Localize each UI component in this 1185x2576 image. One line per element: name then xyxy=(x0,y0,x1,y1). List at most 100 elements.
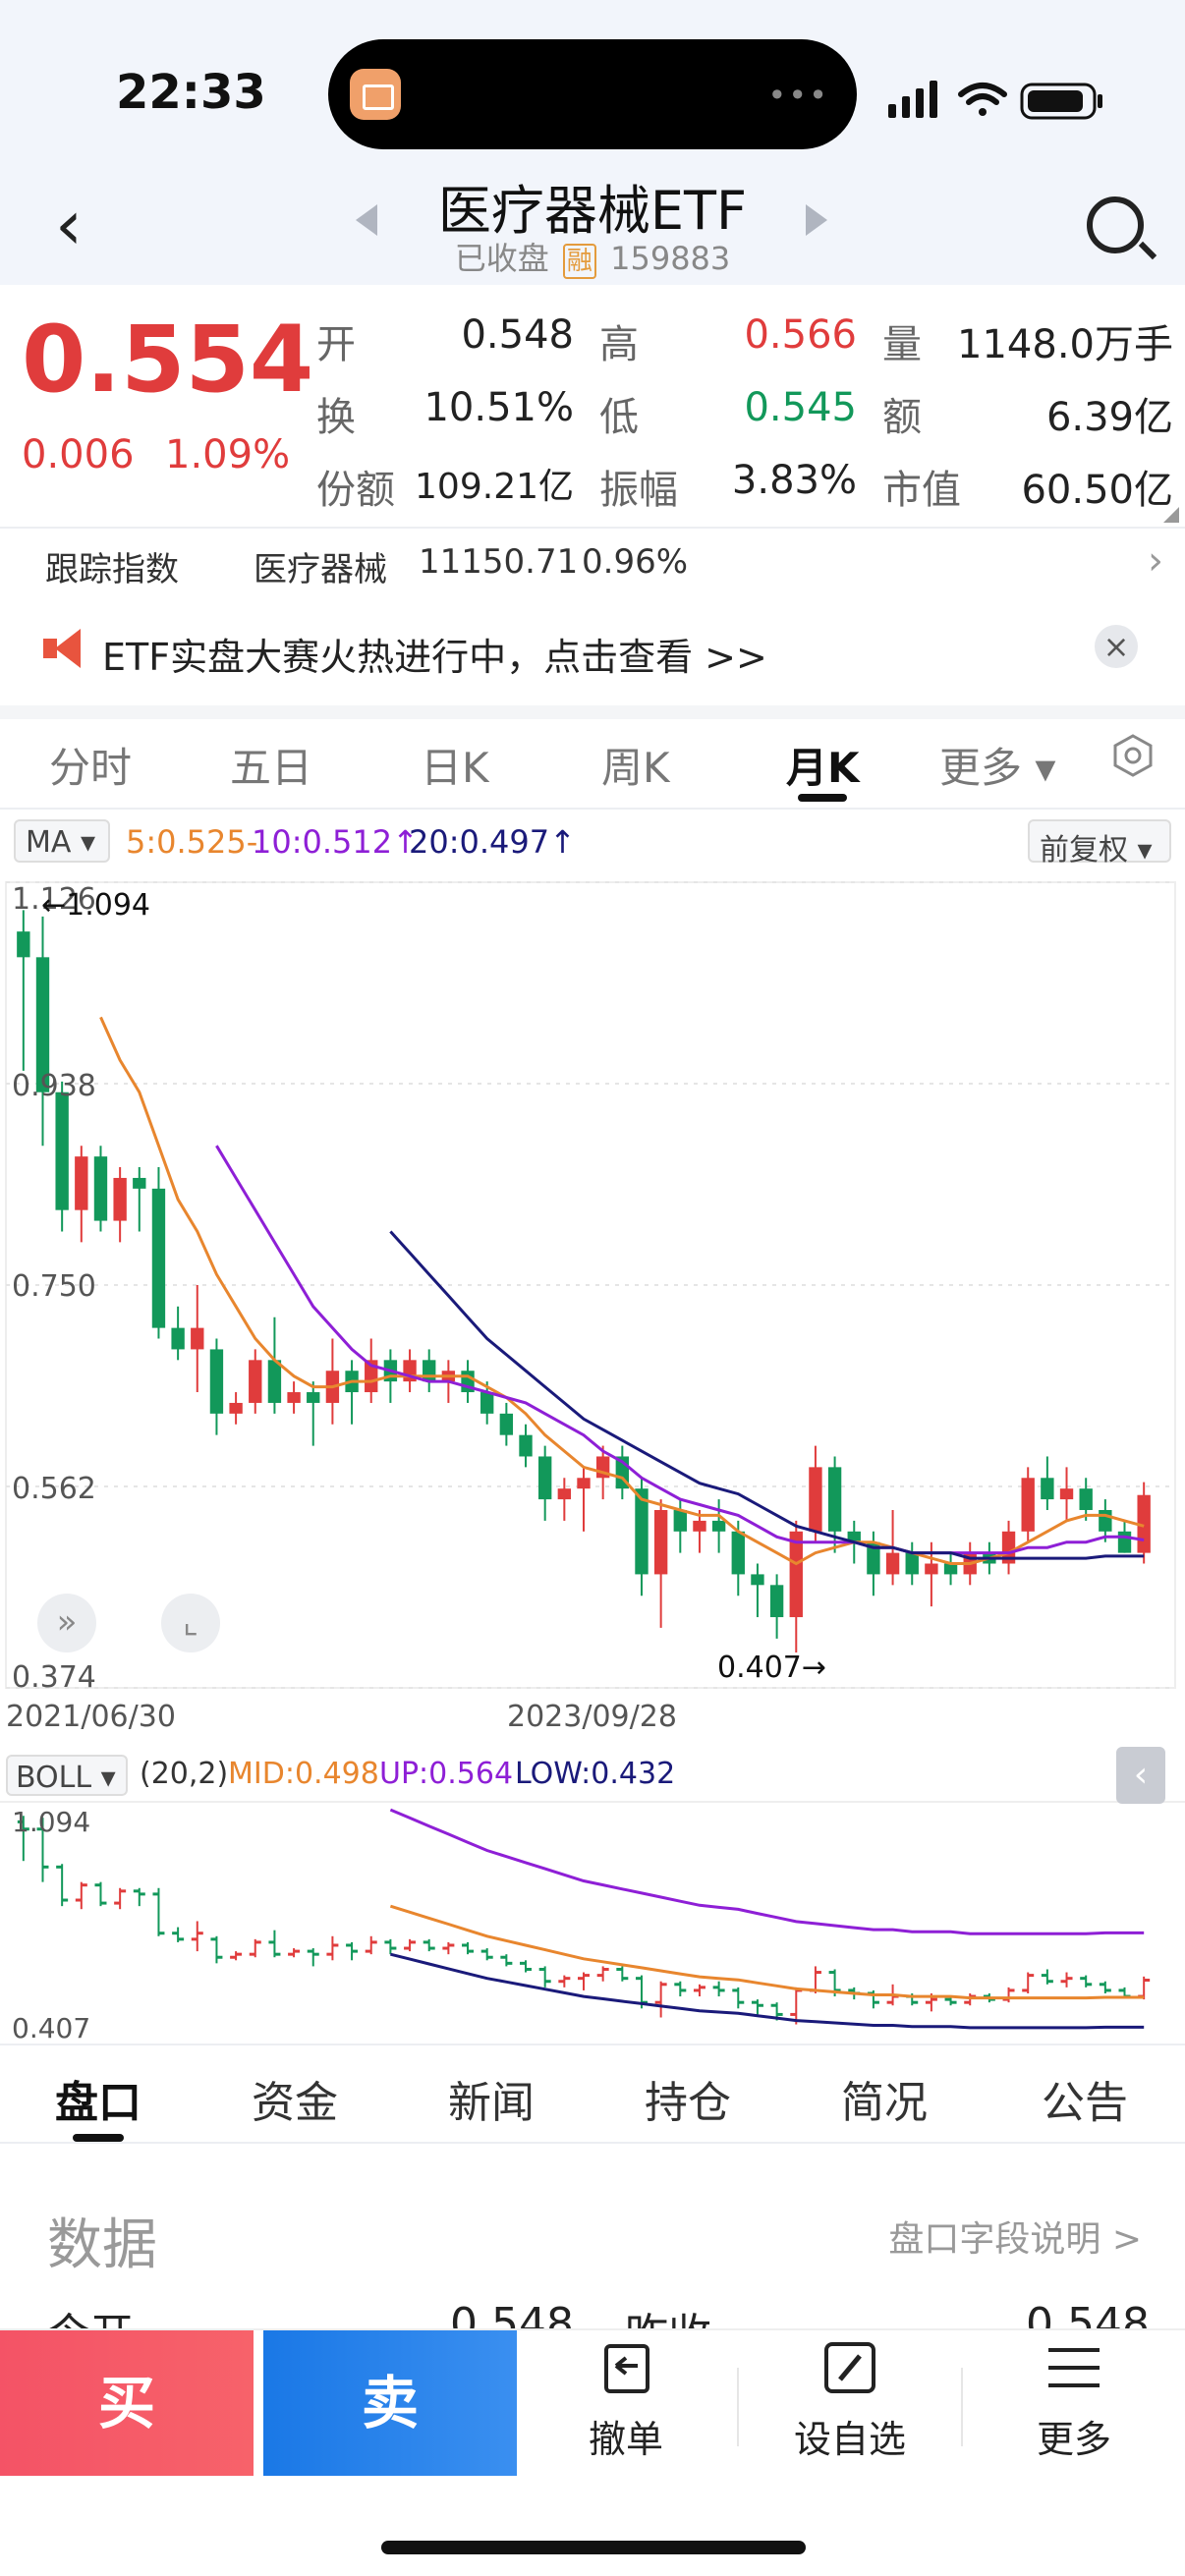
candle-body xyxy=(267,1360,282,1403)
candle-body xyxy=(113,1177,127,1221)
buy-button[interactable]: 买 xyxy=(0,2330,254,2476)
tab-announcements[interactable]: 公告 xyxy=(1042,2078,1128,2128)
divider xyxy=(0,527,1185,529)
tracking-index-name: 医疗器械 xyxy=(254,550,387,589)
cancel-order-button[interactable]: 撤单 xyxy=(552,2338,700,2463)
y-axis-label: 0.562 xyxy=(12,1472,96,1506)
field-help-link[interactable]: 盘口字段说明 > xyxy=(888,2219,1142,2260)
ma10-value: 10:0.512↑ xyxy=(252,823,419,861)
stock-title: 医疗器械ETF xyxy=(437,180,748,242)
candle-body xyxy=(35,957,50,1092)
more-button[interactable]: 更多 xyxy=(1000,2338,1148,2463)
tracking-index-value: 11150.71 xyxy=(419,542,579,582)
search-icon[interactable] xyxy=(1087,196,1144,253)
candle-body xyxy=(943,1563,958,1575)
sell-button[interactable]: 卖 xyxy=(263,2330,517,2476)
quote-shares: 109.21亿 xyxy=(415,467,574,507)
candle-body xyxy=(653,1509,668,1575)
prev-stock-icon[interactable] xyxy=(356,204,377,236)
quote-turnover: 10.51% xyxy=(423,385,574,430)
y-axis-label: 0.938 xyxy=(12,1069,96,1103)
quote-low: 0.545 xyxy=(744,385,857,430)
collapse-panel-icon[interactable]: ‹ xyxy=(1116,1747,1165,1804)
fast-forward-icon[interactable]: » xyxy=(37,1594,96,1652)
chevron-right-icon[interactable]: › xyxy=(1148,538,1163,584)
ma5-value: 5:0.525- xyxy=(126,823,258,861)
tab-daily-k[interactable]: 日K xyxy=(421,744,489,792)
promo-banner-text[interactable]: ETF实盘大赛火热进行中，点击查看 >> xyxy=(102,636,767,679)
divider xyxy=(0,2142,1185,2144)
tab-profile[interactable]: 简况 xyxy=(841,2078,928,2128)
ma10-line xyxy=(215,1145,1145,1555)
quote-label: 低 xyxy=(599,395,639,440)
candle-body xyxy=(75,1156,88,1210)
candle-body xyxy=(1117,1531,1132,1553)
wifi-icon xyxy=(958,83,1007,116)
add-watchlist-button[interactable]: 设自选 xyxy=(776,2338,924,2463)
quote-label: 额 xyxy=(882,395,922,440)
adjust-select[interactable]: 前复权 ▾ xyxy=(1028,819,1171,868)
quote-label: 振幅 xyxy=(599,468,678,513)
status-time: 22:33 xyxy=(116,65,266,120)
quote-label: 量 xyxy=(882,322,922,367)
ma20-value: 20:0.497↑ xyxy=(409,823,576,861)
candle-body xyxy=(769,1585,784,1618)
candle-body xyxy=(711,1520,726,1532)
tab-news[interactable]: 新闻 xyxy=(448,2078,535,2128)
tab-monthly-k[interactable]: 月K xyxy=(786,744,860,792)
tab-funds[interactable]: 资金 xyxy=(252,2078,338,2128)
candle-body xyxy=(827,1467,842,1532)
candle-body xyxy=(537,1456,552,1500)
candle-body xyxy=(635,1488,649,1575)
signal-icon xyxy=(888,81,937,118)
next-stock-icon[interactable] xyxy=(806,204,827,236)
candle-body xyxy=(1099,1509,1112,1532)
candle-body xyxy=(751,1574,764,1586)
candle-body xyxy=(673,1509,687,1532)
ma5-line xyxy=(99,1016,1145,1566)
expand-corner-icon[interactable] xyxy=(1163,507,1179,523)
quote-amount: 6.39亿 xyxy=(1045,395,1173,440)
quote-label: 换 xyxy=(316,395,356,440)
back-icon[interactable]: ‹ xyxy=(55,185,83,265)
tab-orderbook[interactable]: 盘口 xyxy=(55,2078,141,2128)
status-icons xyxy=(888,81,1102,120)
x-axis-label: 2023/09/28 xyxy=(507,1700,677,1734)
candle-body xyxy=(1079,1488,1093,1510)
indicator-select-boll[interactable]: BOLL ▾ xyxy=(6,1755,128,1796)
candle-body xyxy=(191,1327,204,1350)
y-axis-label: 0.750 xyxy=(12,1269,96,1304)
tab-weekly-k[interactable]: 周K xyxy=(601,744,670,792)
status-bar: 22:33 ••• xyxy=(0,0,1185,172)
tab-underline xyxy=(798,794,847,802)
tab-underline xyxy=(73,2134,124,2142)
stock-subtitle: 已收盘 融 159883 xyxy=(0,234,1185,279)
price-change-pct: 1.09% xyxy=(165,432,291,477)
undo-icon xyxy=(604,2344,649,2393)
divider xyxy=(0,808,1185,810)
tab-more[interactable]: 更多 ▾ xyxy=(939,744,1056,792)
promo-banner[interactable] xyxy=(0,593,1185,707)
chart-settings-icon[interactable] xyxy=(1110,733,1156,778)
quote-open: 0.548 xyxy=(461,312,574,358)
candle-body xyxy=(847,1531,861,1542)
boll-up-line xyxy=(389,1808,1145,1935)
close-icon[interactable]: × xyxy=(1095,625,1138,668)
divider xyxy=(961,2368,963,2446)
candle-body xyxy=(151,1188,166,1328)
quote-amplitude: 3.83% xyxy=(731,458,857,503)
candle-body xyxy=(307,1392,320,1403)
tool-label: 撤单 xyxy=(588,2418,663,2461)
high-marker: ←1.094 xyxy=(41,888,151,923)
quote-volume: 1148.0万手 xyxy=(957,322,1173,367)
fullscreen-icon[interactable]: ⌞ xyxy=(161,1594,220,1652)
candle-body xyxy=(867,1541,880,1575)
tab-intraday[interactable]: 分时 xyxy=(49,744,133,792)
section-title: 数据 xyxy=(47,2213,157,2277)
boll-mid-line xyxy=(389,1904,1145,2000)
indicator-select-ma[interactable]: MA ▾ xyxy=(14,819,110,863)
kline-chart[interactable] xyxy=(0,876,1185,2045)
tab-holdings[interactable]: 持仓 xyxy=(645,2078,731,2128)
tab-five-day[interactable]: 五日 xyxy=(230,744,313,792)
